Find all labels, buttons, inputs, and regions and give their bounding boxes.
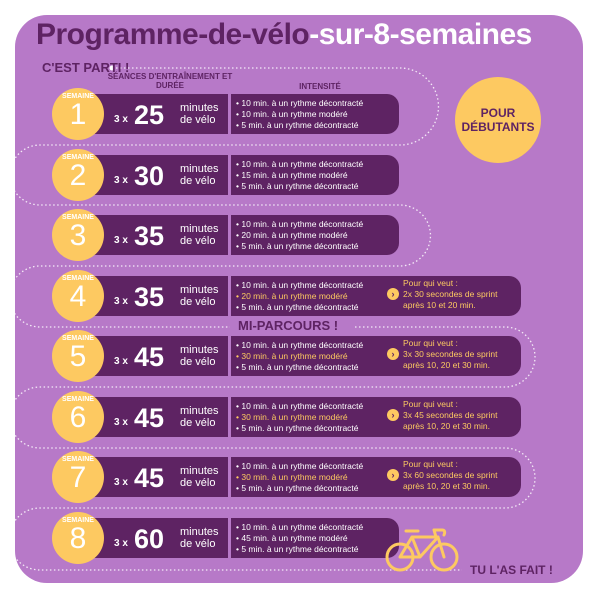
session-block: 3 x 60 minutes de vélo (94, 517, 228, 558)
intensity-step: • 10 min. à un rythme décontracté (236, 279, 364, 290)
session-block: 3 x 30 minutes de vélo (94, 154, 228, 195)
week-row: SEMAINE 6 3 x 45 minutes de vélo • 10 min. … (52, 390, 532, 443)
intensity-block: • 10 min. à un rythme décontracté • 20 mi… (231, 275, 521, 316)
session-block: 3 x 45 minutes de vélo (94, 457, 228, 497)
intensity-step: • 5 min. à un rythme décontracté (236, 483, 359, 493)
week-circle: SEMAINE 8 (52, 511, 104, 564)
intensity-step: • 10 min. à un rythme décontracté (236, 400, 364, 411)
finish-label: TU L'AS FAIT ! (470, 563, 553, 577)
midpoint-label: MI-PARCOURS ! (238, 318, 339, 333)
intensity-block: • 10 min. à un rythme décontracté • 20 mi… (231, 215, 399, 255)
intensity-block: • 10 min. à un rythme décontracté • 10 mi… (231, 94, 399, 134)
intensity-step: • 10 min. à un rythme décontracté (236, 461, 364, 471)
page-title: Programme-de-vélo-sur-8-semaines (36, 18, 532, 51)
intensity-header: INTENSITÉ (299, 82, 341, 91)
intensity-block: • 10 min. à un rythme décontracté • 30 mi… (231, 457, 521, 497)
session-block: 3 x 45 minutes de vélo (94, 396, 228, 437)
week-circle: SEMAINE 7 (52, 451, 104, 503)
intensity-step: • 10 min. à un rythme décontracté (236, 521, 364, 532)
week-row: SEMAINE 2 3 x 30 minutes de vélo • 10 min. … (52, 148, 532, 201)
intensity-step: • 30 min. à un rythme modéré (236, 351, 348, 361)
week-circle: SEMAINE 3 (52, 209, 104, 261)
week-row: SEMAINE 8 3 x 60 minutes de vélo • 10 min. … (52, 511, 532, 564)
intensity-block: • 10 min. à un rythme décontracté • 30 mi… (231, 336, 521, 376)
intensity-block: • 10 min. à un rythme décontracté • 30 mi… (231, 396, 521, 437)
chevron-right-icon: › (387, 408, 399, 421)
beginner-badge: POUR DÉBUTANTS (455, 77, 541, 163)
week-circle: SEMAINE 2 (52, 148, 104, 201)
chevron-right-icon: › (387, 287, 399, 300)
sessions-header: SÉANCES D'ENTRAÎNEMENT ET DURÉE (107, 72, 233, 90)
week-row: SEMAINE 1 3 x 25 minutes de vélo • 10 min. … (52, 88, 532, 140)
session-block: 3 x 35 minutes de vélo (94, 215, 228, 255)
week-circle: SEMAINE 1 (52, 88, 104, 140)
week-circle: SEMAINE 5 (52, 330, 104, 382)
intensity-step: • 5 min. à un rythme décontracté (236, 120, 359, 130)
bicycle-icon (385, 528, 459, 572)
chevron-right-icon: › (387, 469, 399, 481)
intensity-step: • 15 min. à un rythme modéré (236, 169, 348, 180)
session-block: 3 x 45 minutes de vélo (94, 336, 228, 376)
intensity-step: • 10 min. à un rythme décontracté (236, 340, 364, 350)
sprint-note: Pour qui veut :3x 60 secondes de sprint a… (403, 459, 498, 491)
intensity-step: • 10 min. à un rythme décontracté (236, 98, 364, 108)
week-circle: SEMAINE 4 (52, 269, 104, 322)
intensity-step: • 45 min. à un rythme modéré (236, 532, 348, 543)
intensity-step: • 5 min. à un rythme décontracté (236, 241, 359, 251)
intensity-step: • 10 min. à un rythme modéré (236, 109, 348, 119)
intensity-block: • 10 min. à un rythme décontracté • 45 mi… (231, 517, 399, 558)
sprint-note: Pour qui veut :3x 45 secondes de sprint a… (403, 398, 498, 431)
intensity-step: • 20 min. à un rythme modéré (236, 230, 348, 240)
intensity-step: • 30 min. à un rythme modéré (236, 472, 348, 482)
start-label: C'EST PARTI ! (42, 60, 130, 75)
session-block: 3 x 35 minutes de vélo (94, 275, 228, 316)
intensity-step: • 10 min. à un rythme décontracté (236, 219, 364, 229)
week-row: SEMAINE 5 3 x 45 minutes de vélo • 10 min. … (52, 330, 532, 382)
intensity-step: • 5 min. à un rythme décontracté (236, 543, 359, 554)
chevron-right-icon: › (387, 348, 399, 360)
intensity-step: • 5 min. à un rythme décontracté (236, 422, 359, 433)
week-row: SEMAINE 7 3 x 45 minutes de vélo • 10 min. … (52, 451, 532, 503)
intensity-step: • 20 min. à un rythme modéré (236, 290, 348, 301)
intensity-block: • 10 min. à un rythme décontracté • 15 mi… (231, 154, 399, 195)
session-block: 3 x 25 minutes de vélo (94, 94, 228, 134)
intensity-step: • 30 min. à un rythme modéré (236, 411, 348, 422)
week-circle: SEMAINE 6 (52, 390, 104, 443)
week-row: SEMAINE 4 3 x 35 minutes de vélo • 10 min. … (52, 269, 532, 322)
week-row: SEMAINE 3 3 x 35 minutes de vélo • 10 min. … (52, 209, 532, 261)
intensity-step: • 5 min. à un rythme décontracté (236, 180, 359, 191)
sprint-note: Pour qui veut :3x 30 secondes de sprint a… (403, 338, 498, 370)
intensity-step: • 5 min. à un rythme décontracté (236, 362, 359, 372)
intensity-step: • 10 min. à un rythme décontracté (236, 158, 364, 169)
intensity-step: • 5 min. à un rythme décontracté (236, 301, 359, 312)
sprint-note: Pour qui veut :2x 30 secondes de sprint a… (403, 277, 498, 310)
